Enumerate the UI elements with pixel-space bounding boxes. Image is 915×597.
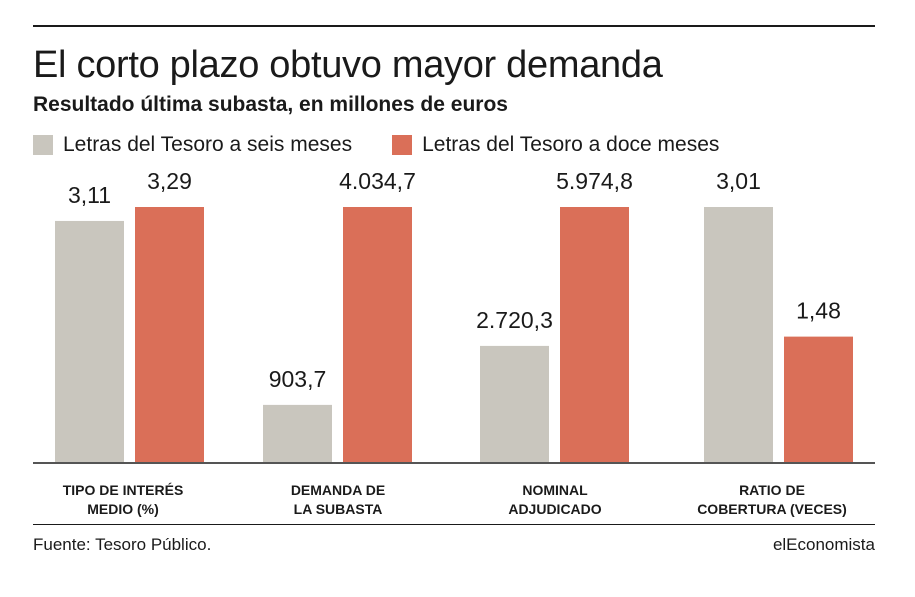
bar-twelve-months-0 [135,207,204,462]
data-label-six-months-1: 903,7 [269,366,327,392]
data-label-twelve-months-0: 3,29 [147,168,192,194]
data-label-six-months-2: 2.720,3 [476,307,553,333]
bar-twelve-months-1 [343,207,412,462]
bar-six-months-3 [704,207,773,462]
category-label-1-line-1: LA SUBASTA [294,501,383,517]
bar-twelve-months-2 [560,207,629,462]
legend-label-six-months: Letras del Tesoro a seis meses [63,133,353,156]
data-label-six-months-3: 3,01 [716,168,761,194]
bar-six-months-1 [263,404,332,462]
legend: Letras del Tesoro a seis meses Letras de… [33,133,759,157]
legend-item-twelve-months: Letras del Tesoro a doce meses [392,133,719,157]
category-label-3-line-0: RATIO DE [739,482,805,498]
data-label-twelve-months-3: 1,48 [796,298,841,324]
legend-item-six-months: Letras del Tesoro a seis meses [33,133,352,157]
category-label-1-line-0: DEMANDA DE [291,482,385,498]
top-rule [33,25,875,27]
category-label-2-line-1: ADJUDICADO [508,501,601,517]
category-label-2-line-0: NOMINAL [522,482,588,498]
category-label-3-line-1: COBERTURA (VECES) [697,501,847,517]
category-label-0-line-0: TIPO DE INTERÉS [63,482,184,498]
data-label-six-months-0: 3,11 [68,182,111,208]
legend-swatch-six-months [33,135,53,155]
brand-name: elEconomista [772,535,875,554]
chart-title: El corto plazo obtuvo mayor demanda [33,44,663,86]
source-note: Fuente: Tesoro Público. [33,535,212,554]
bottom-rule [33,524,875,525]
category-label-0-line-1: MEDIO (%) [87,501,159,517]
bar-six-months-0 [55,220,124,462]
chart-subtitle: Resultado última subasta, en millones de… [33,93,508,116]
legend-swatch-twelve-months [392,135,413,155]
legend-label-twelve-months: Letras del Tesoro a doce meses [422,133,720,156]
bar-six-months-2 [480,345,549,462]
bar-twelve-months-3 [784,336,853,462]
data-label-twelve-months-1: 4.034,7 [339,168,416,194]
data-label-twelve-months-2: 5.974,8 [556,168,633,194]
